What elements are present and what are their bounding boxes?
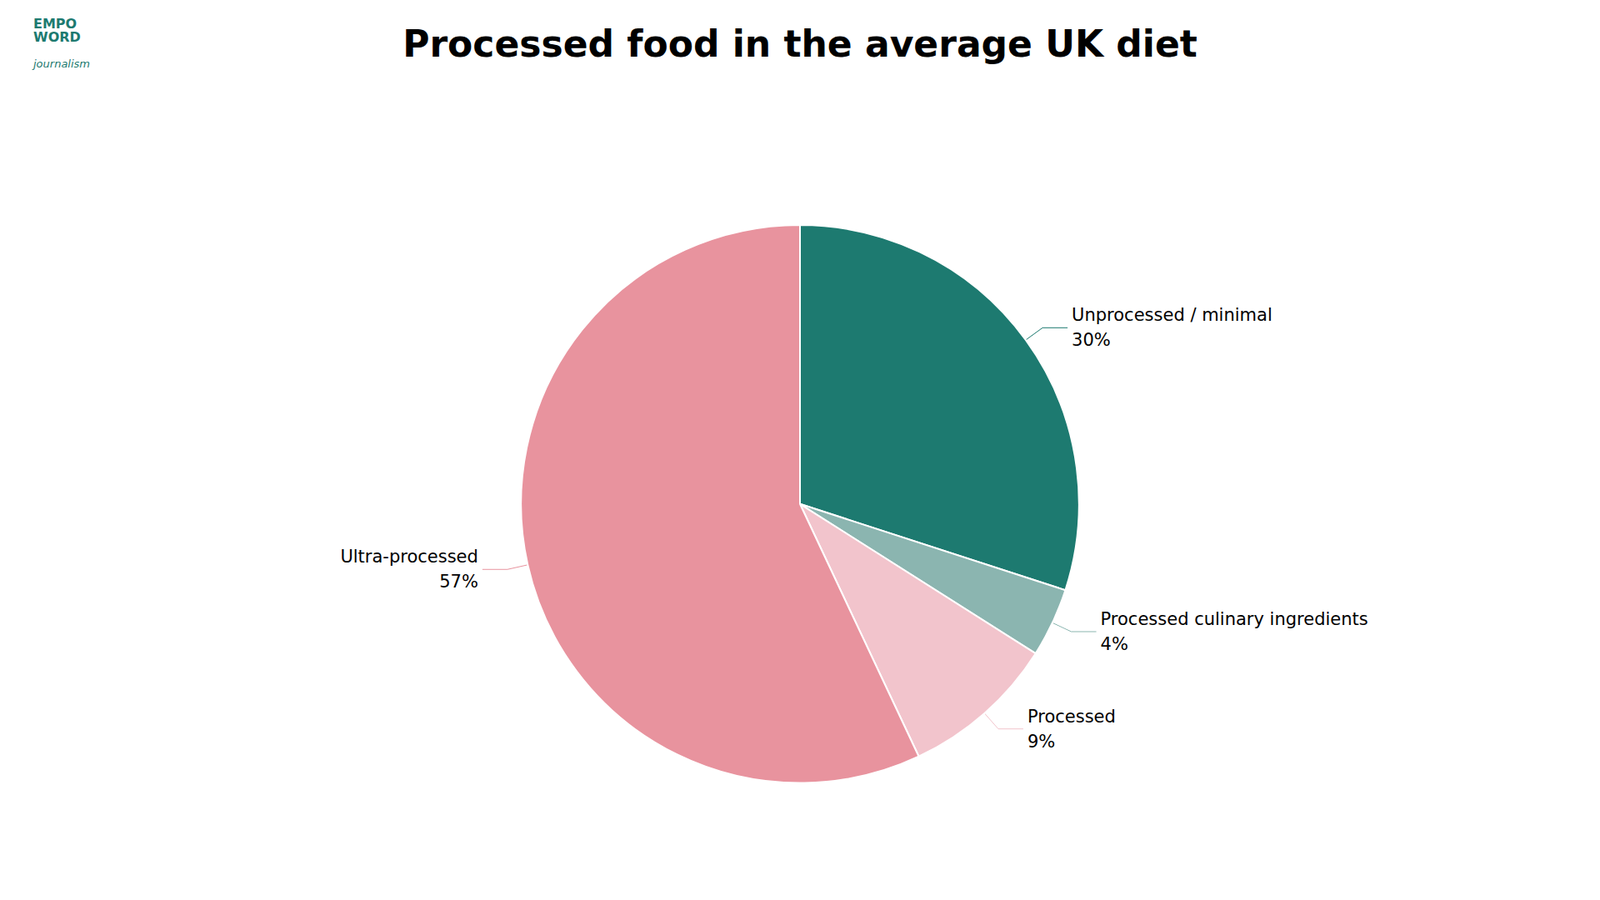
svg-text:Unprocessed / minimal: Unprocessed / minimal <box>1071 305 1273 325</box>
svg-text:Processed food in the average: Processed food in the average UK diet <box>402 22 1198 65</box>
svg-text:Ultra-processed: Ultra-processed <box>340 546 478 567</box>
svg-text:EMPO: EMPO <box>33 15 77 32</box>
svg-text:WORD: WORD <box>33 29 81 45</box>
svg-text:57%: 57% <box>439 571 479 592</box>
svg-text:9%: 9% <box>1027 731 1055 752</box>
svg-text:Processed culinary ingredients: Processed culinary ingredients <box>1100 609 1369 630</box>
svg-text:journalism: journalism <box>31 57 90 70</box>
svg-text:4%: 4% <box>1100 634 1129 655</box>
svg-text:30%: 30% <box>1071 330 1111 350</box>
svg-text:Processed: Processed <box>1027 706 1116 727</box>
